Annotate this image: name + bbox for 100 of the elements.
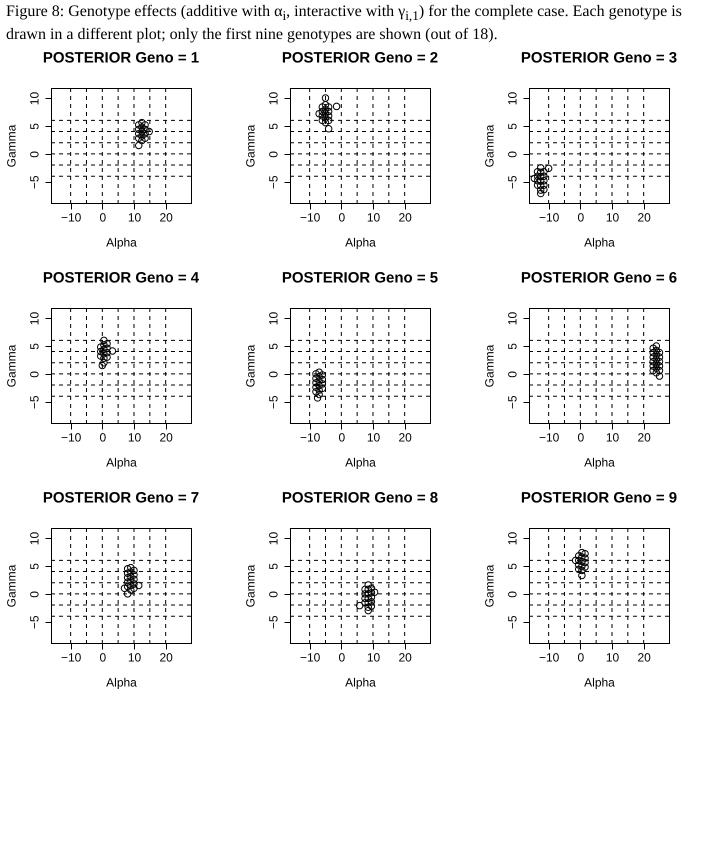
- point: [322, 110, 330, 118]
- point: [322, 94, 330, 102]
- point: [130, 566, 138, 574]
- x-tick-label: −10: [300, 650, 321, 665]
- point: [649, 344, 657, 352]
- point: [536, 168, 544, 176]
- chart-title: POSTERIOR Geno = 9: [520, 490, 678, 507]
- x-axis-title: Alpha: [584, 236, 616, 250]
- point: [368, 589, 376, 597]
- point: [581, 564, 589, 571]
- y-tick-label: 10: [266, 312, 280, 326]
- point: [103, 340, 111, 348]
- point: [96, 348, 104, 356]
- point: [581, 554, 589, 562]
- point: [315, 110, 323, 118]
- x-tick-label: 20: [637, 430, 652, 445]
- point: [315, 368, 323, 376]
- y-tick-label: −5: [266, 615, 280, 630]
- point: [649, 366, 657, 374]
- point: [135, 582, 142, 590]
- point: [318, 108, 326, 116]
- point: [138, 128, 146, 136]
- point: [96, 344, 104, 351]
- point: [100, 354, 108, 362]
- point: [536, 190, 544, 198]
- point: [324, 125, 332, 133]
- x-tick-label: −10: [60, 430, 82, 445]
- y-tick-label: 10: [506, 312, 520, 326]
- y-tick-label: −5: [266, 175, 280, 190]
- y-axis-title: Gamma: [244, 344, 258, 388]
- point: [572, 556, 580, 564]
- y-tick-label: 5: [266, 562, 280, 570]
- y-tick-label: 0: [266, 590, 280, 598]
- point: [100, 336, 108, 344]
- x-tick-label: 0: [577, 430, 584, 445]
- point: [318, 371, 326, 379]
- point: [138, 132, 146, 140]
- chart-title: POSTERIOR Geno = 4: [42, 270, 200, 287]
- point: [324, 112, 332, 120]
- x-axis-title: Alpha: [345, 236, 376, 250]
- point: [540, 186, 548, 194]
- point: [578, 553, 586, 561]
- x-tick-label: 0: [99, 650, 106, 665]
- point: [145, 128, 153, 136]
- x-tick-label: 0: [99, 210, 106, 225]
- point: [108, 347, 116, 355]
- chart-title: POSTERIOR Geno = 3: [520, 50, 678, 67]
- point: [656, 366, 664, 374]
- point: [324, 108, 332, 116]
- chart-title: POSTERIOR Geno = 7: [42, 490, 200, 507]
- point: [652, 351, 660, 359]
- chart-title: POSTERIOR Geno = 1: [42, 50, 200, 67]
- x-tick-label: −10: [300, 430, 321, 445]
- point: [656, 362, 664, 370]
- point: [332, 102, 340, 110]
- y-tick-label: 5: [28, 562, 42, 570]
- point: [649, 349, 657, 357]
- point: [574, 556, 582, 564]
- y-tick-label: 5: [266, 122, 280, 130]
- point: [138, 124, 146, 131]
- point: [130, 580, 138, 588]
- point: [652, 369, 660, 377]
- point: [124, 565, 132, 573]
- point: [135, 142, 142, 150]
- point: [315, 390, 323, 398]
- y-axis-title: Gamma: [482, 564, 496, 608]
- chart-title: POSTERIOR Geno = 6: [520, 270, 678, 287]
- x-axis-title: Alpha: [345, 456, 376, 470]
- point: [652, 360, 660, 368]
- point: [534, 182, 542, 190]
- x-tick-label: 20: [637, 650, 652, 665]
- y-tick-label: −5: [28, 395, 42, 410]
- y-tick-label: −5: [506, 175, 520, 190]
- x-tick-label: −10: [538, 210, 560, 225]
- y-tick-label: 0: [506, 150, 520, 158]
- x-axis-title: Alpha: [106, 456, 138, 470]
- point: [578, 549, 586, 556]
- point: [574, 566, 582, 574]
- y-tick-label: 0: [28, 590, 42, 598]
- chart-title: POSTERIOR Geno = 2: [282, 50, 438, 67]
- point: [536, 182, 544, 190]
- point: [581, 559, 589, 567]
- y-axis-title: Gamma: [244, 124, 258, 168]
- point: [141, 126, 149, 134]
- y-tick-label: 0: [28, 370, 42, 378]
- x-tick-label: 10: [366, 210, 380, 225]
- point: [652, 346, 660, 354]
- y-tick-label: −5: [506, 615, 520, 630]
- y-tick-label: 5: [506, 122, 520, 130]
- x-axis-title: Alpha: [584, 676, 616, 690]
- y-tick-label: 5: [28, 122, 42, 130]
- x-tick-label: 20: [398, 430, 412, 445]
- y-tick-label: 10: [28, 312, 42, 326]
- point: [312, 388, 320, 396]
- point: [540, 172, 548, 180]
- point: [368, 602, 376, 610]
- point: [581, 550, 589, 558]
- y-tick-label: 0: [28, 150, 42, 158]
- x-tick-label: −10: [538, 650, 560, 665]
- point: [135, 126, 142, 134]
